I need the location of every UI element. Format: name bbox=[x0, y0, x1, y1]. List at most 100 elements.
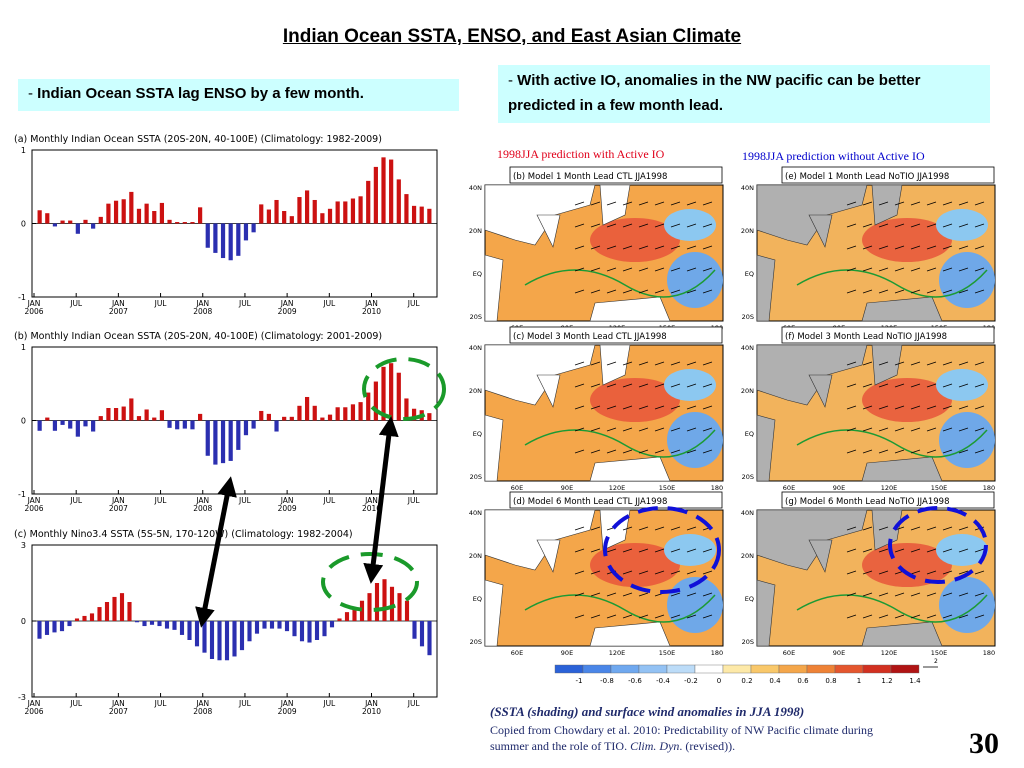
wind-arrow bbox=[862, 405, 873, 410]
wind-arrow bbox=[942, 570, 953, 575]
wind-arrow bbox=[670, 405, 681, 410]
wind-arrow bbox=[622, 383, 633, 388]
wind-arrow bbox=[702, 223, 713, 228]
wind-arrow bbox=[654, 427, 665, 432]
note-box-right: - With active IO, anomalies in the NW pa… bbox=[498, 65, 990, 123]
reference-journal: Clim. Dyn bbox=[630, 739, 680, 753]
colorbar-tick: 1 bbox=[857, 677, 861, 685]
x-tick-year: 2006 bbox=[24, 504, 43, 513]
reference-arrow-value: 2 bbox=[934, 658, 938, 665]
reference-line-1: Copied from Chowdary et al. 2010: Predic… bbox=[490, 723, 874, 737]
wind-arrow bbox=[910, 383, 921, 388]
bar bbox=[297, 405, 302, 421]
lat-label: EQ bbox=[745, 430, 754, 438]
wind-arrow bbox=[958, 614, 969, 619]
bar bbox=[344, 612, 350, 621]
wind-arrow bbox=[702, 427, 713, 432]
wind-arrow bbox=[926, 201, 937, 206]
bar bbox=[239, 621, 245, 651]
bar bbox=[179, 621, 185, 635]
bar bbox=[74, 618, 80, 621]
wind-arrow bbox=[846, 526, 857, 531]
wind-arrow bbox=[702, 289, 713, 294]
bar bbox=[37, 210, 42, 224]
wind-arrow bbox=[846, 548, 857, 553]
map-label: (f) Model 3 Month Lead NoTIO JJA1998 bbox=[785, 332, 947, 342]
wind-arrow bbox=[702, 267, 713, 272]
bar bbox=[228, 223, 233, 261]
bar bbox=[396, 372, 401, 421]
bar bbox=[327, 414, 333, 421]
wind-arrow bbox=[958, 383, 969, 388]
bar bbox=[187, 621, 192, 640]
wind-arrow bbox=[606, 548, 617, 553]
map-label: (e) Model 1 Month Lead NoTIO JJA1998 bbox=[785, 172, 949, 182]
wind-arrow bbox=[574, 548, 585, 553]
x-tick-year: 2010 bbox=[362, 307, 381, 316]
bar bbox=[335, 201, 340, 224]
wind-arrow bbox=[878, 201, 889, 206]
wind-arrow bbox=[606, 449, 617, 454]
wind-arrow bbox=[926, 361, 937, 366]
bar bbox=[205, 420, 210, 456]
wind-arrow bbox=[926, 592, 937, 597]
wind-arrow bbox=[958, 245, 969, 250]
x-tick-label: JUL bbox=[69, 699, 83, 708]
wind-arrow bbox=[942, 548, 953, 553]
x-tick-year: 2009 bbox=[278, 707, 297, 716]
wind-arrow bbox=[862, 427, 873, 432]
wind-arrow bbox=[878, 449, 889, 454]
wind-arrow bbox=[878, 405, 889, 410]
wind-arrow bbox=[702, 570, 713, 575]
wind-arrow bbox=[942, 223, 953, 228]
wind-arrow bbox=[638, 245, 649, 250]
land-india bbox=[536, 214, 561, 248]
wind-arrow bbox=[974, 361, 985, 366]
bar bbox=[251, 223, 256, 233]
wind-arrow bbox=[910, 267, 921, 272]
y-tick-label: 0 bbox=[21, 417, 26, 426]
wind-arrow bbox=[910, 223, 921, 228]
colorbar-swatch bbox=[694, 664, 724, 674]
y-tick-label: -3 bbox=[18, 693, 26, 702]
wind-arrow bbox=[638, 361, 649, 366]
wind-arrow bbox=[894, 361, 905, 366]
lat-label: EQ bbox=[473, 270, 482, 278]
bar bbox=[412, 621, 417, 639]
reference-heading: (SSTA (shading) and surface wind anomali… bbox=[490, 704, 805, 719]
wind-arrow bbox=[846, 383, 857, 388]
land-africa bbox=[756, 579, 776, 647]
bar bbox=[247, 621, 252, 642]
lon-label: 60E bbox=[783, 484, 795, 492]
wind-arrow bbox=[670, 245, 681, 250]
lon-label: 120E bbox=[609, 484, 626, 492]
cool-anomaly bbox=[936, 534, 988, 566]
lat-label: EQ bbox=[473, 595, 482, 603]
y-tick-label: 1 bbox=[21, 343, 26, 352]
wind-arrow bbox=[590, 201, 601, 206]
colorbar-swatch bbox=[582, 664, 612, 674]
wind-arrow bbox=[654, 245, 665, 250]
bar-charts: (a) Monthly Indian Ocean SSTA (20S-20N, … bbox=[14, 134, 446, 716]
wind-arrow bbox=[974, 267, 985, 272]
bar bbox=[427, 413, 432, 421]
land-china bbox=[599, 344, 631, 386]
map-label-box bbox=[781, 491, 995, 509]
wind-arrow bbox=[622, 361, 633, 366]
wind-arrow bbox=[910, 245, 921, 250]
lat-label: 20N bbox=[469, 227, 482, 235]
bar bbox=[404, 398, 409, 421]
wind-arrow bbox=[606, 361, 617, 366]
wind-arrow bbox=[654, 405, 665, 410]
lat-label: 20S bbox=[742, 313, 754, 321]
wind-arrow bbox=[590, 614, 601, 619]
cool-anomaly bbox=[939, 252, 995, 308]
y-tick-label: 0 bbox=[21, 220, 26, 229]
bar bbox=[175, 420, 180, 430]
wind-arrow bbox=[686, 289, 697, 294]
bar bbox=[172, 621, 177, 630]
colorbar-tick: 0.4 bbox=[769, 677, 781, 685]
wind-arrow bbox=[590, 548, 601, 553]
wind-arrow bbox=[686, 201, 697, 206]
wind-arrow bbox=[926, 427, 937, 432]
